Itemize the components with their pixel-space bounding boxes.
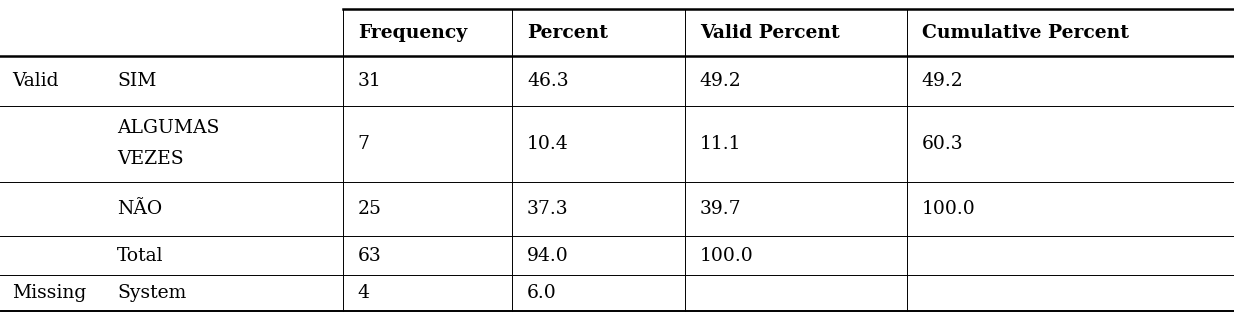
Text: 7: 7 — [358, 135, 370, 153]
Text: 94.0: 94.0 — [527, 247, 569, 265]
Text: 4: 4 — [358, 284, 370, 302]
Text: 31: 31 — [358, 72, 381, 90]
Text: 46.3: 46.3 — [527, 72, 569, 90]
Text: 63: 63 — [358, 247, 381, 265]
Text: Cumulative Percent: Cumulative Percent — [922, 24, 1129, 42]
Text: 37.3: 37.3 — [527, 200, 569, 218]
Text: 49.2: 49.2 — [922, 72, 964, 90]
Text: 60.3: 60.3 — [922, 135, 964, 153]
Text: 100.0: 100.0 — [922, 200, 976, 218]
Text: Frequency: Frequency — [358, 24, 468, 42]
Text: Valid: Valid — [12, 72, 59, 90]
Text: VEZES: VEZES — [117, 151, 184, 168]
Text: 11.1: 11.1 — [700, 135, 742, 153]
Text: Valid Percent: Valid Percent — [700, 24, 839, 42]
Text: 6.0: 6.0 — [527, 284, 557, 302]
Text: 25: 25 — [358, 200, 381, 218]
Text: Missing: Missing — [12, 284, 86, 302]
Text: Percent: Percent — [527, 24, 608, 42]
Text: 39.7: 39.7 — [700, 200, 742, 218]
Text: NÃO: NÃO — [117, 200, 163, 218]
Text: System: System — [117, 284, 186, 302]
Text: 49.2: 49.2 — [700, 72, 742, 90]
Text: 10.4: 10.4 — [527, 135, 569, 153]
Text: Total: Total — [117, 247, 164, 265]
Text: ALGUMAS: ALGUMAS — [117, 120, 220, 137]
Text: SIM: SIM — [117, 72, 157, 90]
Text: 100.0: 100.0 — [700, 247, 754, 265]
